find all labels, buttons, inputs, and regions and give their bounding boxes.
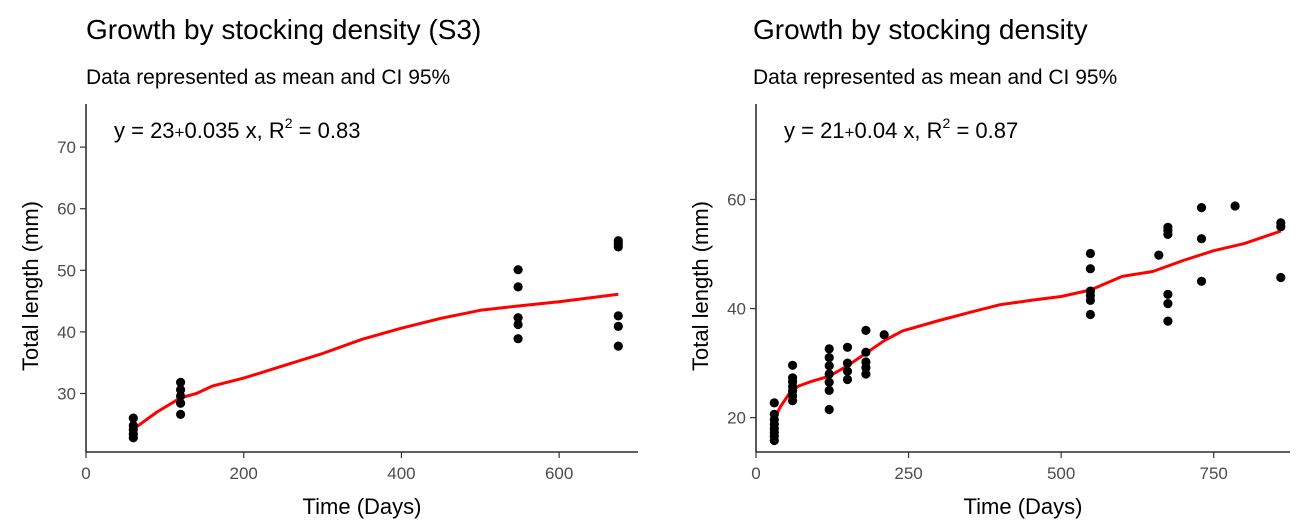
data-point [176,385,186,395]
data-point [1230,201,1240,211]
scatter-plot-right: 0 250 500 750 20 40 60 Time (Days) Total length … [688,104,1290,519]
data-point [824,385,834,395]
data-point [879,330,889,340]
y-tick-label: 70 [57,138,76,157]
chart-title: Growth by stocking density (S3) [86,14,482,45]
data-point [861,325,871,335]
x-tick-label: 600 [545,464,573,483]
data-point [842,366,853,376]
data-point [861,369,871,379]
y-tick-label: 30 [57,384,76,403]
data-point [128,420,138,431]
data-point [513,282,523,292]
data-point [861,347,871,357]
data-point [613,341,623,351]
regression-equation: y = 23+0.035 x, R2 = 0.83 [114,115,360,143]
x-tick-label: 400 [387,464,415,483]
data-point [1163,222,1173,232]
data-point [1163,299,1173,309]
data-point [824,377,834,387]
data-point [1085,286,1095,296]
data-point [513,334,523,344]
data-point [842,358,853,368]
data-point [513,313,523,323]
x-tick-label: 500 [1047,464,1075,483]
data-point [1085,248,1095,259]
data-point [824,369,834,379]
chart-title: Growth by stocking density [753,14,1088,45]
data-point [1085,309,1095,320]
trend-line [132,292,619,431]
x-tick-label: 750 [1200,464,1228,483]
chart-subtitle: Data represented as mean and CI 95% [86,66,451,89]
trend-line [772,229,1282,420]
y-axis-label: Total length (mm) [688,201,713,371]
x-tick-label: 0 [751,464,760,483]
data-point [1154,250,1164,260]
data-point [1196,203,1207,213]
chart-panel-right: Growth by stocking density Data represen… [673,0,1301,527]
x-axis-label: Time (Days) [303,494,422,519]
chart-panel-left: Growth by stocking density (S3) Data rep… [0,0,650,527]
x-tick-label: 250 [894,464,922,483]
data-point [824,344,834,354]
y-tick-label: 40 [727,300,746,319]
data-point [769,398,779,408]
data-point [1196,276,1207,286]
data-point [1163,316,1173,326]
data-point [824,353,834,363]
scatter-plot-left: 0 200 400 600 30 40 50 60 70 Time (Days) Total len… [18,104,638,519]
data-point [788,360,798,370]
x-tick-label: 200 [230,464,258,483]
chart-subtitle: Data represented as mean and CI 95% [753,66,1118,89]
y-tick-label: 60 [57,200,76,219]
y-tick-label: 40 [57,323,76,342]
data-point [1276,272,1286,283]
data-point [1163,289,1173,299]
data-point [769,409,779,419]
data-point [824,404,834,415]
data-point [613,321,623,331]
data-point [176,409,186,419]
data-point [513,319,523,330]
y-tick-label: 20 [727,409,746,428]
data-point [513,265,523,275]
data-point [842,342,853,352]
data-point [128,413,138,423]
data-point [613,311,623,321]
data-point [1276,218,1286,228]
data-point [1196,234,1207,244]
data-point [842,374,853,385]
y-axis-label: Total length (mm) [18,201,43,371]
data-point [824,361,834,371]
data-point [176,398,186,408]
regression-equation: y = 21+0.04 x, R2 = 0.87 [784,115,1018,143]
data-point [176,377,186,387]
y-tick-label: 60 [727,190,746,209]
y-tick-label: 50 [57,261,76,280]
data-point [1085,264,1095,274]
x-axis-label: Time (Days) [964,494,1083,519]
data-point [861,357,871,367]
data-point [613,236,623,246]
x-tick-label: 0 [81,464,90,483]
data-point [788,373,798,383]
